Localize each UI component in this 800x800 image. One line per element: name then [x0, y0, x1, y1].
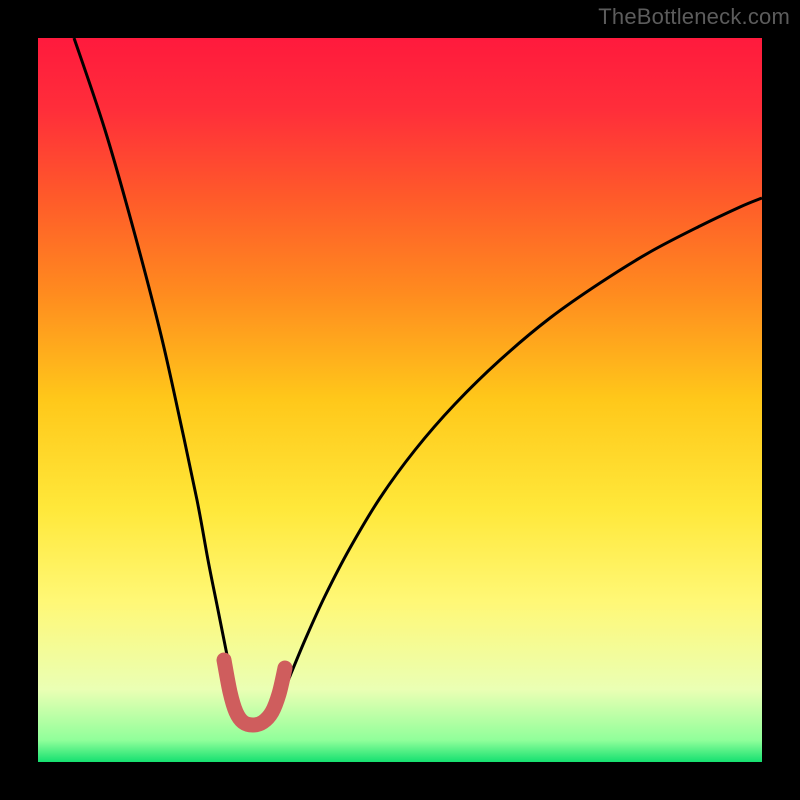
chart-svg	[0, 0, 800, 800]
plot-background	[38, 38, 762, 762]
chart-canvas: TheBottleneck.com	[0, 0, 800, 800]
watermark-text: TheBottleneck.com	[598, 4, 790, 30]
